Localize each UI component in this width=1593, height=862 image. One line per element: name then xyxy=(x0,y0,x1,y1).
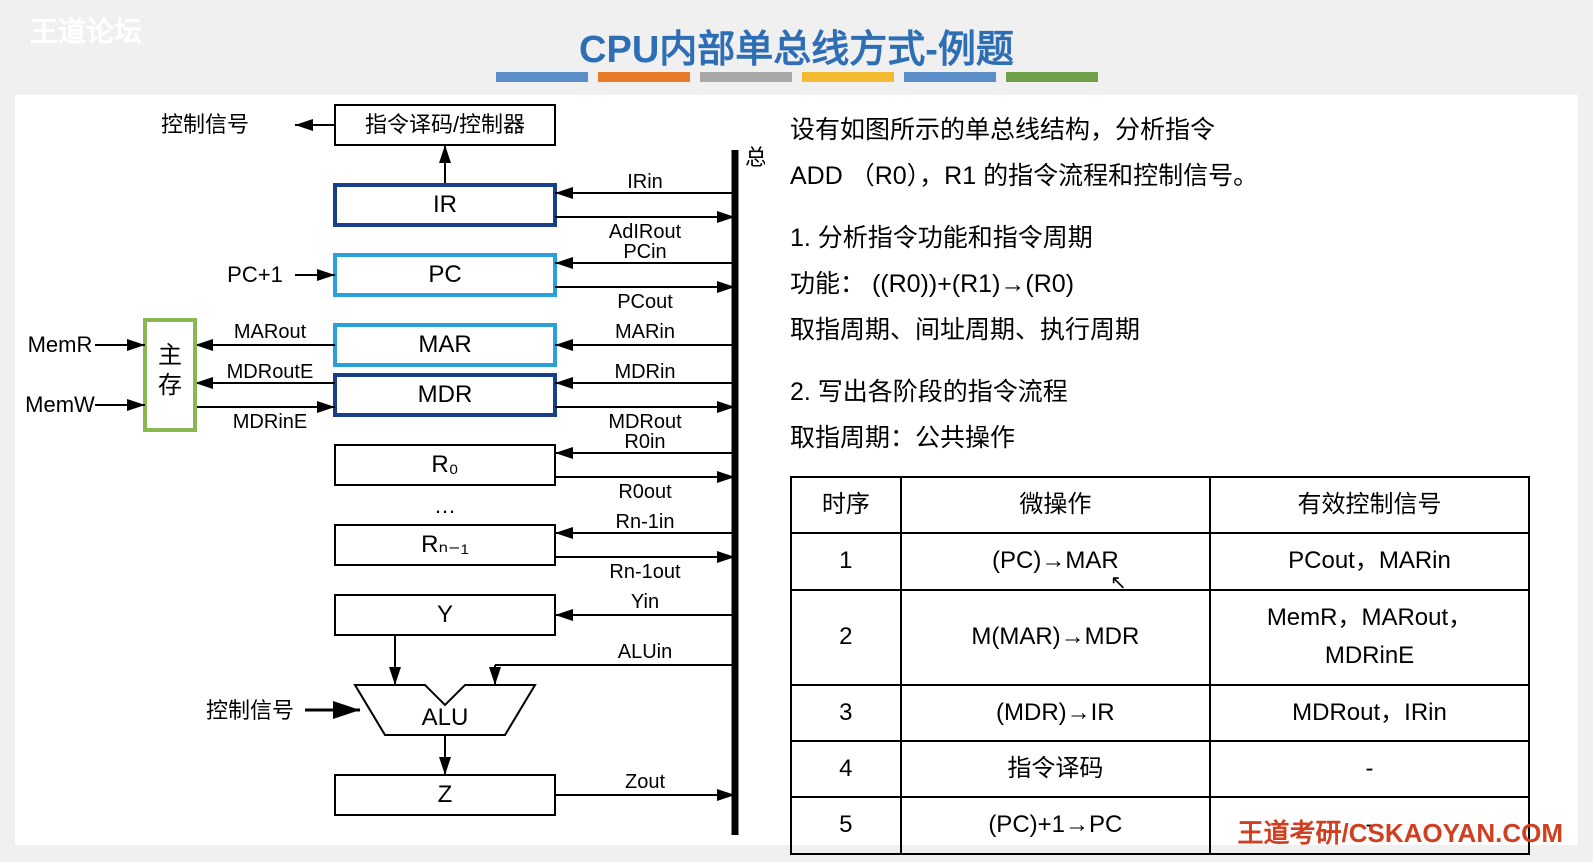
svg-text:IR: IR xyxy=(433,191,457,218)
svg-text:PCin: PCin xyxy=(623,241,666,263)
svg-text:PCout: PCout xyxy=(617,291,673,313)
table-header: 有效控制信号 xyxy=(1210,477,1529,533)
cursor-icon: ↖ xyxy=(1110,570,1127,595)
svg-text:Y: Y xyxy=(437,601,453,628)
svg-text:Zout: Zout xyxy=(625,771,665,793)
table-row: 4指令译码- xyxy=(791,741,1529,797)
q-line2: ADD （R0），R1 的指令流程和控制信号。 xyxy=(790,156,1560,196)
q-cycles: 取指周期、间址周期、执行周期 xyxy=(790,310,1560,350)
svg-text:控制信号: 控制信号 xyxy=(161,112,249,137)
svg-text:ALU: ALU xyxy=(422,704,469,731)
q-func: 功能： ((R0))+(R1)→(R0) xyxy=(790,264,1560,304)
table-header: 时序 xyxy=(791,477,901,533)
page-title: CPU内部单总线方式-例题 xyxy=(0,18,1593,73)
svg-text:MemW: MemW xyxy=(25,392,95,417)
svg-text:MDRoutE: MDRoutE xyxy=(227,361,314,383)
svg-text:主: 主 xyxy=(158,342,182,369)
svg-text:R₀: R₀ xyxy=(431,451,458,478)
bus-label: 总线 xyxy=(745,145,765,170)
svg-text:MARin: MARin xyxy=(615,321,675,343)
svg-text:MARout: MARout xyxy=(234,321,307,343)
color-bars xyxy=(496,72,1098,82)
svg-text:Rn-1out: Rn-1out xyxy=(609,561,681,583)
svg-text:Z: Z xyxy=(438,781,453,808)
svg-text:指令译码/控制器: 指令译码/控制器 xyxy=(365,112,525,137)
svg-text:MDRin: MDRin xyxy=(614,361,675,383)
svg-text:R0out: R0out xyxy=(618,481,672,503)
svg-text:PC: PC xyxy=(428,261,461,288)
svg-text:MAR: MAR xyxy=(418,331,471,358)
svg-text:MDRinE: MDRinE xyxy=(233,411,307,433)
svg-text:Rn-1in: Rn-1in xyxy=(616,511,675,533)
microop-table: 时序微操作有效控制信号 1(PC)→MARPCout，MARin2M(MAR)→… xyxy=(790,476,1530,855)
svg-text:AdIRout: AdIRout xyxy=(609,221,682,243)
q-step1: 1. 分析指令功能和指令周期 xyxy=(790,218,1560,258)
svg-text:MemR: MemR xyxy=(28,332,93,357)
table-row: 3(MDR)→IRMDRout，IRin xyxy=(791,685,1529,741)
footer-brand: 王道考研/CSKAOYAN.COM xyxy=(1237,813,1563,850)
table-row: 2M(MAR)→MDRMemR，MARout，MDRinE xyxy=(791,590,1529,685)
table-row: 1(PC)→MARPCout，MARin xyxy=(791,533,1529,589)
svg-text:Rₙ₋₁: Rₙ₋₁ xyxy=(421,531,469,558)
svg-text:IRin: IRin xyxy=(627,171,663,193)
svg-text:MDR: MDR xyxy=(418,381,473,408)
question-text: 设有如图所示的单总线结构，分析指令 ADD （R0），R1 的指令流程和控制信号… xyxy=(790,110,1560,855)
svg-text:存: 存 xyxy=(158,372,182,399)
svg-text:…: … xyxy=(434,493,456,518)
table-header: 微操作 xyxy=(901,477,1210,533)
cpu-diagram: 总线 指令译码/控制器 控制信号 IR IRin AdIRout PC PCin… xyxy=(15,95,765,845)
svg-text:控制信号: 控制信号 xyxy=(206,698,294,723)
svg-text:MDRout: MDRout xyxy=(608,411,682,433)
q-step2: 2. 写出各阶段的指令流程 xyxy=(790,372,1560,412)
svg-text:R0in: R0in xyxy=(624,431,665,453)
svg-text:PC+1: PC+1 xyxy=(227,262,283,287)
content: 总线 指令译码/控制器 控制信号 IR IRin AdIRout PC PCin… xyxy=(15,95,1578,845)
svg-text:Yin: Yin xyxy=(631,591,659,613)
q-line1: 设有如图所示的单总线结构，分析指令 xyxy=(790,110,1560,150)
q-fetch: 取指周期：公共操作 xyxy=(790,418,1560,458)
svg-text:ALUin: ALUin xyxy=(618,641,672,663)
